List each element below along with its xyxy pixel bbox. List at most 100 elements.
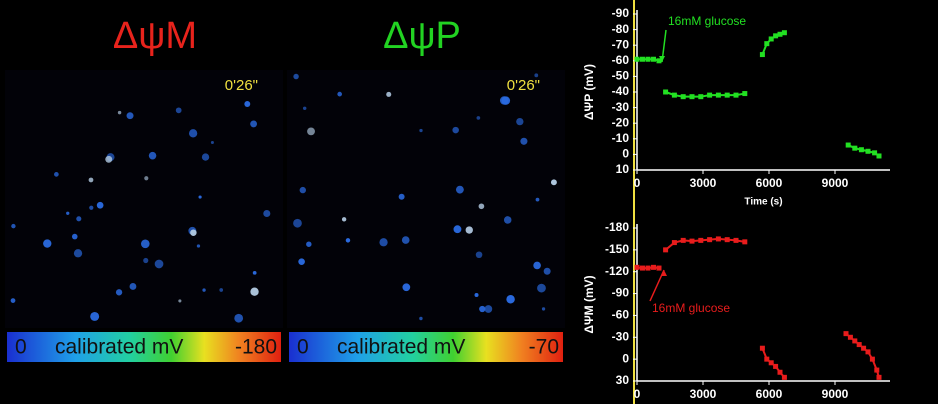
data-point [634,264,640,270]
data-point [733,92,739,98]
cell [533,261,541,270]
data-point [733,237,739,243]
cell [484,305,493,313]
cell [302,106,307,111]
data-point [634,56,640,62]
data-point [698,237,704,243]
cell [476,116,481,120]
timestamp: 0'26" [507,77,540,94]
cell [196,244,201,248]
cell [345,238,351,243]
panel-title: ΔψM [113,15,197,57]
y-tick-label: -180 [605,220,629,234]
cell [198,195,202,199]
cell [219,288,224,292]
data-point [781,30,787,36]
cell [550,179,557,186]
data-point [645,265,651,271]
cell [43,239,52,248]
cell [144,176,149,181]
y-tick-label: -40 [612,84,630,98]
y-axis-label: ΔΨM (mV) [582,275,596,333]
colorbar-min: 0 [15,336,27,359]
cell [337,91,342,97]
cell [234,313,244,323]
data-point [865,148,871,154]
annotation: 16mM glucose [652,301,730,315]
colorbar [289,332,563,362]
cell [503,216,512,224]
y-tick-label: -120 [605,264,629,278]
cell [154,259,164,269]
colorbar-min: 0 [297,336,309,359]
cell [478,203,485,210]
cell [117,110,122,115]
x-tick-label: 6000 [756,176,783,190]
colorbar [7,332,281,362]
data-point [845,142,851,148]
cell [140,239,150,249]
data-point [742,91,748,97]
cell [516,117,524,126]
data-point [663,247,669,253]
cell [71,233,78,240]
cell [11,223,16,229]
data-point [865,349,871,355]
y-tick-label: 0 [622,351,629,365]
y-tick-label: -60 [612,53,630,67]
cell [96,201,104,209]
cell [202,288,206,292]
panel-title: ΔψP [383,15,461,57]
annotation: 16mM glucose [668,14,746,28]
y-tick-label: -150 [605,242,629,256]
data-point [671,240,677,246]
cell [501,96,511,105]
cell [479,305,486,313]
y-tick-label: -20 [612,115,630,129]
cell [402,283,411,292]
data-point [707,237,713,243]
data-point [777,369,783,375]
y-tick-label: -90 [612,286,630,300]
cell [66,211,70,215]
colorbar-max: -180 [235,336,277,359]
cell [190,229,197,236]
cell [520,137,528,145]
cell [306,241,312,247]
y-tick-label: 30 [616,373,630,387]
data-point [876,153,882,159]
x-axis-label: Time (s) [744,197,782,208]
timestamp: 0'26" [225,77,258,94]
data-point [773,33,779,39]
data-point [861,345,867,351]
cell [210,140,214,145]
cell [465,226,473,234]
cell [115,289,123,296]
y-tick-label: -30 [612,100,630,114]
y-tick-label: -90 [612,6,630,20]
cell [143,257,149,264]
arrow-head [661,270,667,276]
data-point [852,145,858,151]
data-point [645,56,651,62]
cell [90,311,100,321]
cell [401,236,410,244]
x-tick-label: 3000 [690,387,717,401]
cell [263,209,271,218]
x-tick-label: 0 [634,387,641,401]
cell [298,258,305,265]
y-tick-label: -60 [612,308,630,322]
data-point [689,94,695,100]
cell [537,283,546,293]
cell [148,151,157,160]
cell [178,299,182,303]
cell [89,205,94,210]
cell [252,270,257,275]
cell [386,91,392,97]
cell [398,193,405,200]
y-tick-label: 0 [622,147,629,161]
data-point [689,238,695,244]
data-point [680,94,686,100]
data-point [764,41,770,47]
